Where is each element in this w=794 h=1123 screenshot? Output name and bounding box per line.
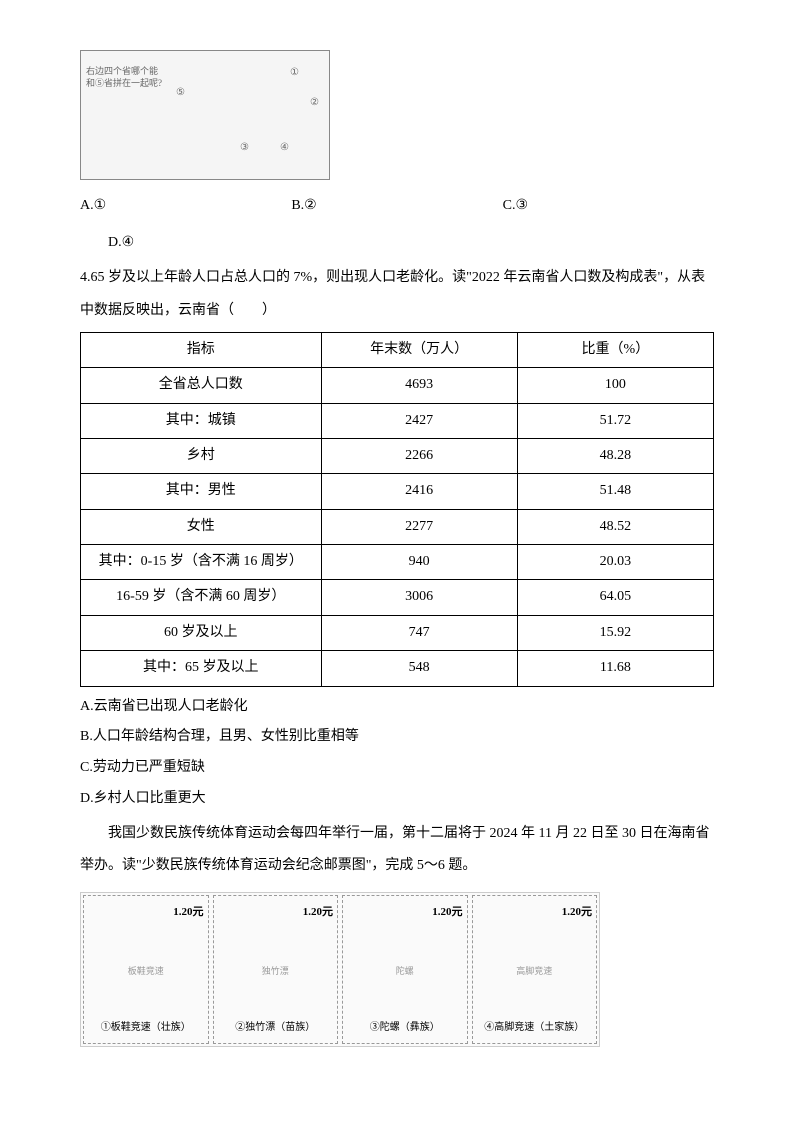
map-label-1: ① bbox=[290, 61, 299, 84]
stamp-label: ②独竹漂（苗族） bbox=[235, 1016, 315, 1039]
table-cell: 11.68 bbox=[517, 651, 713, 686]
stamp-label: ③陀螺（彝族） bbox=[370, 1016, 440, 1039]
stamp-value: 1.20元 bbox=[562, 900, 592, 925]
table-cell: 其中：城镇 bbox=[81, 403, 322, 438]
table-cell: 其中：65 岁及以上 bbox=[81, 651, 322, 686]
stamp-value: 1.20元 bbox=[173, 900, 203, 925]
table-row: 其中：城镇 2427 51.72 bbox=[81, 403, 714, 438]
table-cell: 64.05 bbox=[517, 580, 713, 615]
table-cell: 3006 bbox=[321, 580, 517, 615]
table-cell: 60 岁及以上 bbox=[81, 615, 322, 650]
table-cell: 16-59 岁（含不满 60 周岁） bbox=[81, 580, 322, 615]
table-row: 其中：0-15 岁（含不满 16 周岁） 940 20.03 bbox=[81, 545, 714, 580]
table-row: 全省总人口数 4693 100 bbox=[81, 368, 714, 403]
table-cell: 51.48 bbox=[517, 474, 713, 509]
table-cell: 747 bbox=[321, 615, 517, 650]
option-d: D.④ bbox=[80, 227, 714, 259]
q4-option-c: C.劳动力已严重短缺 bbox=[80, 753, 714, 784]
stamp-illustration: 高脚竞速 bbox=[477, 926, 593, 1017]
table-row: 60 岁及以上 747 15.92 bbox=[81, 615, 714, 650]
table-cell: 其中：男性 bbox=[81, 474, 322, 509]
table-cell: 940 bbox=[321, 545, 517, 580]
table-cell: 乡村 bbox=[81, 438, 322, 473]
stamp-value: 1.20元 bbox=[432, 900, 462, 925]
table-row: 其中：65 岁及以上 548 11.68 bbox=[81, 651, 714, 686]
question5-intro: 我国少数民族传统体育运动会每四年举行一届，第十二届将于 2024 年 11 月 … bbox=[80, 818, 714, 882]
table-header-row: 指标 年末数（万人） 比重（%） bbox=[81, 332, 714, 367]
table-cell: 48.52 bbox=[517, 509, 713, 544]
table-cell: 其中：0-15 岁（含不满 16 周岁） bbox=[81, 545, 322, 580]
table-cell: 2266 bbox=[321, 438, 517, 473]
stamp-illustration: 陀螺 bbox=[347, 926, 463, 1017]
stamp-2: 1.20元 独竹漂 ②独竹漂（苗族） bbox=[213, 895, 339, 1044]
table-row: 其中：男性 2416 51.48 bbox=[81, 474, 714, 509]
table-cell: 2277 bbox=[321, 509, 517, 544]
stamp-illustration: 板鞋竞速 bbox=[88, 926, 204, 1017]
map-label-3: ③ bbox=[240, 136, 249, 159]
option-c: C.③ bbox=[503, 190, 714, 222]
table-header-1: 指标 bbox=[81, 332, 322, 367]
table-row: 乡村 2266 48.28 bbox=[81, 438, 714, 473]
map-label-4: ④ bbox=[280, 136, 289, 159]
table-cell: 2416 bbox=[321, 474, 517, 509]
table-cell: 48.28 bbox=[517, 438, 713, 473]
question3-options-row: A.① B.② C.③ bbox=[80, 190, 714, 222]
q4-option-b: B.人口年龄结构合理，且男、女性别比重相等 bbox=[80, 722, 714, 753]
table-header-3: 比重（%） bbox=[517, 332, 713, 367]
stamp-illustration: 独竹漂 bbox=[218, 926, 334, 1017]
population-table: 指标 年末数（万人） 比重（%） 全省总人口数 4693 100 其中：城镇 2… bbox=[80, 332, 714, 687]
stamp-3: 1.20元 陀螺 ③陀螺（彝族） bbox=[342, 895, 468, 1044]
table-cell: 4693 bbox=[321, 368, 517, 403]
stamp-value: 1.20元 bbox=[303, 900, 333, 925]
option-a: A.① bbox=[80, 190, 291, 222]
table-cell: 女性 bbox=[81, 509, 322, 544]
stamp-1: 1.20元 板鞋竞速 ①板鞋竞速（壮族） bbox=[83, 895, 209, 1044]
stamp-label: ④高脚竞速（土家族） bbox=[484, 1016, 584, 1039]
table-header-2: 年末数（万人） bbox=[321, 332, 517, 367]
speech-bubble-text: 右边四个省哪个能和⑤省拼在一起呢? bbox=[86, 66, 166, 89]
province-map-image: 右边四个省哪个能和⑤省拼在一起呢? ① ② ③ ④ ⑤ bbox=[80, 50, 330, 180]
map-label-5: ⑤ bbox=[176, 81, 185, 104]
option-b: B.② bbox=[291, 190, 502, 222]
table-cell: 548 bbox=[321, 651, 517, 686]
stamp-label: ①板鞋竞速（壮族） bbox=[101, 1016, 191, 1039]
q4-option-a: A.云南省已出现人口老龄化 bbox=[80, 692, 714, 723]
table-row: 16-59 岁（含不满 60 周岁） 3006 64.05 bbox=[81, 580, 714, 615]
table-cell: 全省总人口数 bbox=[81, 368, 322, 403]
question4-text: 4.65 岁及以上年龄人口占总人口的 7%，则出现人口老龄化。读"2022 年云… bbox=[80, 262, 714, 326]
table-cell: 2427 bbox=[321, 403, 517, 438]
table-cell: 51.72 bbox=[517, 403, 713, 438]
stamp-4: 1.20元 高脚竞速 ④高脚竞速（土家族） bbox=[472, 895, 598, 1044]
q4-option-d: D.乡村人口比重更大 bbox=[80, 784, 714, 815]
stamps-image: 1.20元 板鞋竞速 ①板鞋竞速（壮族） 1.20元 独竹漂 ②独竹漂（苗族） … bbox=[80, 892, 600, 1047]
question4-options: A.云南省已出现人口老龄化 B.人口年龄结构合理，且男、女性别比重相等 C.劳动… bbox=[80, 692, 714, 815]
table-row: 女性 2277 48.52 bbox=[81, 509, 714, 544]
map-label-2: ② bbox=[310, 91, 319, 114]
table-cell: 100 bbox=[517, 368, 713, 403]
table-cell: 15.92 bbox=[517, 615, 713, 650]
table-cell: 20.03 bbox=[517, 545, 713, 580]
